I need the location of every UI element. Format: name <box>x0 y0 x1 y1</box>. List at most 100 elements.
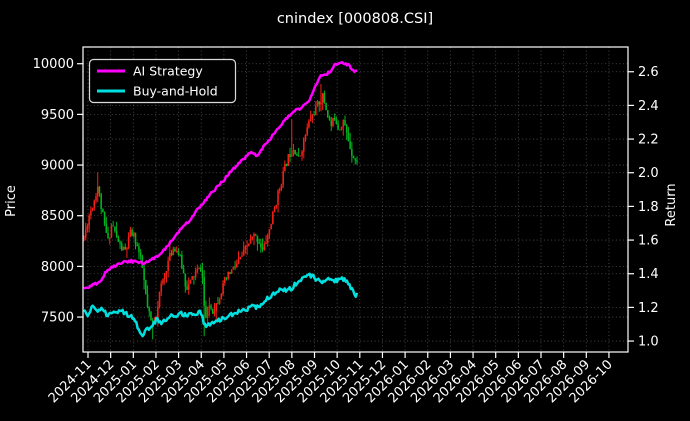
candle-body <box>139 252 142 257</box>
candle-body <box>356 160 358 163</box>
candle-body <box>258 242 260 244</box>
candle-body <box>120 243 123 251</box>
candle-body <box>167 261 169 272</box>
candle-body <box>84 229 87 238</box>
candle-body <box>119 241 121 244</box>
candle-body <box>347 132 350 142</box>
candle-body <box>234 266 236 268</box>
candle-body <box>211 308 214 314</box>
candle-body <box>187 283 190 290</box>
candle-body <box>309 119 312 121</box>
candle-body <box>272 212 274 225</box>
candle-body <box>103 212 106 224</box>
candle-body <box>230 269 233 274</box>
candle-body <box>263 243 266 250</box>
y-tick-label-right: 1.2 <box>638 301 659 316</box>
candle-body <box>143 268 145 280</box>
candle-body <box>86 226 89 230</box>
candle-body <box>131 229 133 237</box>
candle-body <box>237 259 240 264</box>
candle-body <box>249 238 252 244</box>
candle-body <box>284 163 286 172</box>
y-tick-label-right: 1.0 <box>638 335 659 350</box>
y-tick-label-right: 1.8 <box>638 200 659 215</box>
candle-body <box>124 246 127 250</box>
candle-body <box>318 101 321 105</box>
candle-body <box>339 129 341 131</box>
candle-body <box>136 244 139 247</box>
y-tick-label-left: 9000 <box>41 159 74 174</box>
candle-body <box>232 266 235 270</box>
candle-body <box>290 154 293 157</box>
chart-title: cnindex [000808.CSI] <box>277 11 433 27</box>
candle-body <box>229 272 231 274</box>
candle-body <box>289 154 291 157</box>
candle-body <box>220 294 223 300</box>
candle-body <box>100 193 102 210</box>
candle-body <box>193 276 195 278</box>
y-tick-label-left: 8000 <box>41 260 74 275</box>
candle-body <box>277 190 279 205</box>
candle-body <box>280 184 283 189</box>
candle-body <box>189 279 192 284</box>
legend: AI Strategy Buy-and-Hold <box>88 58 237 104</box>
y-tick-label-right: 2.2 <box>638 133 659 148</box>
candle-body <box>314 105 317 116</box>
candle-body <box>98 186 101 194</box>
candle-body <box>246 245 248 247</box>
candle-body <box>95 196 97 201</box>
candle-body <box>311 114 314 120</box>
y-tick-label-left: 10000 <box>33 57 74 72</box>
candle-body <box>165 271 168 274</box>
candle-body <box>163 273 166 279</box>
candle-body <box>273 207 276 213</box>
candle-body <box>254 233 257 236</box>
candle-body <box>169 253 171 262</box>
candle-body <box>186 286 188 290</box>
candle-body <box>266 234 269 243</box>
candle-body <box>199 267 202 272</box>
candle-body <box>239 256 242 260</box>
candle-body <box>320 102 322 105</box>
candle-body <box>198 267 200 270</box>
candle-body <box>90 210 92 216</box>
candle-body <box>203 277 205 307</box>
candle-body <box>332 117 334 126</box>
candle-body <box>354 158 357 161</box>
candle-body <box>184 273 187 287</box>
candle-body <box>175 251 178 252</box>
candle-body <box>227 272 230 279</box>
candle-body <box>261 247 264 250</box>
candle-body <box>210 305 212 309</box>
candle-body <box>328 117 331 121</box>
candle-body <box>88 215 90 227</box>
candle-body <box>205 306 207 318</box>
legend-label-ai-strategy: AI Strategy <box>133 64 203 79</box>
candle-body <box>110 225 113 238</box>
candle-body <box>208 305 211 307</box>
candle-body <box>313 114 315 116</box>
candle-body <box>333 117 336 121</box>
candle-body <box>217 303 219 305</box>
candle-body <box>196 269 199 273</box>
y-tick-label-right: 2.0 <box>638 166 659 181</box>
candle-body <box>222 282 224 295</box>
candle-body <box>321 93 324 103</box>
candle-body <box>345 125 348 133</box>
candle-body <box>150 311 152 321</box>
candle-body <box>294 149 296 155</box>
candle-body <box>182 268 185 274</box>
candle-body <box>323 93 326 103</box>
candle-body <box>342 120 345 127</box>
candle-body <box>96 186 99 197</box>
candle-body <box>158 291 161 308</box>
candle-body <box>316 101 319 106</box>
candle-body <box>181 254 183 269</box>
candle-body <box>296 154 298 156</box>
candle-body <box>201 271 204 278</box>
candle-body <box>126 248 128 250</box>
candle-body <box>242 249 245 256</box>
candle-body <box>213 311 216 314</box>
